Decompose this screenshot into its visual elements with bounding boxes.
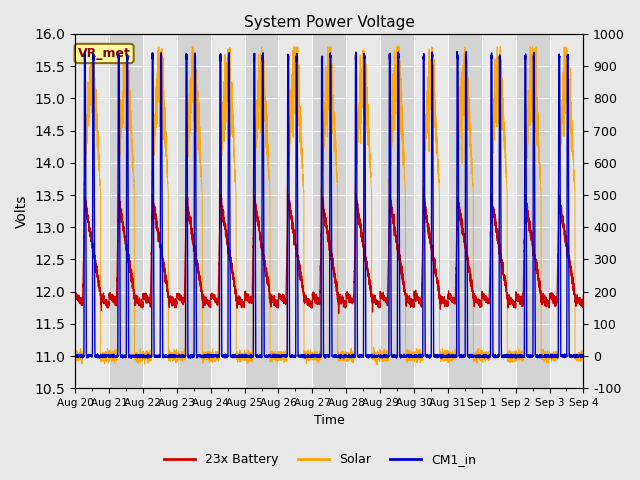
Solar <box>443 352 451 358</box>
CM1_in <box>426 356 433 361</box>
23x Battery <box>71 293 79 299</box>
23x Battery <box>552 299 560 305</box>
Bar <box>143 34 177 388</box>
Solar <box>312 350 319 356</box>
Line: 23x Battery: 23x Battery <box>75 188 584 313</box>
Solar <box>580 357 588 362</box>
Bar <box>278 34 312 388</box>
23x Battery <box>558 214 566 219</box>
Bar <box>482 34 516 388</box>
Text: VR_met: VR_met <box>77 47 131 60</box>
X-axis label: Time: Time <box>314 414 345 427</box>
Solar <box>88 44 95 50</box>
Bar <box>550 34 584 388</box>
CM1_in <box>580 353 588 359</box>
Solar <box>373 362 381 368</box>
Solar <box>244 355 252 360</box>
Line: CM1_in: CM1_in <box>75 51 584 359</box>
CM1_in <box>443 353 451 359</box>
23x Battery <box>312 297 319 303</box>
Y-axis label: Volts: Volts <box>15 194 29 228</box>
Line: Solar: Solar <box>75 47 584 365</box>
Solar <box>552 348 560 354</box>
Bar <box>211 34 244 388</box>
Bar <box>346 34 380 388</box>
Solar <box>558 96 566 102</box>
CM1_in <box>453 48 461 54</box>
Bar <box>75 34 109 388</box>
CM1_in <box>558 353 566 359</box>
Title: System Power Voltage: System Power Voltage <box>244 15 415 30</box>
23x Battery <box>580 293 588 299</box>
Bar <box>414 34 448 388</box>
Solar <box>458 75 465 81</box>
CM1_in <box>244 353 252 359</box>
Solar <box>71 349 79 355</box>
23x Battery <box>443 302 451 308</box>
CM1_in <box>312 353 319 359</box>
Legend: 23x Battery, Solar, CM1_in: 23x Battery, Solar, CM1_in <box>159 448 481 471</box>
23x Battery <box>335 311 342 316</box>
CM1_in <box>458 353 465 359</box>
23x Battery <box>244 294 252 300</box>
23x Battery <box>458 218 465 224</box>
CM1_in <box>71 353 79 359</box>
CM1_in <box>552 352 560 358</box>
23x Battery <box>420 185 428 191</box>
